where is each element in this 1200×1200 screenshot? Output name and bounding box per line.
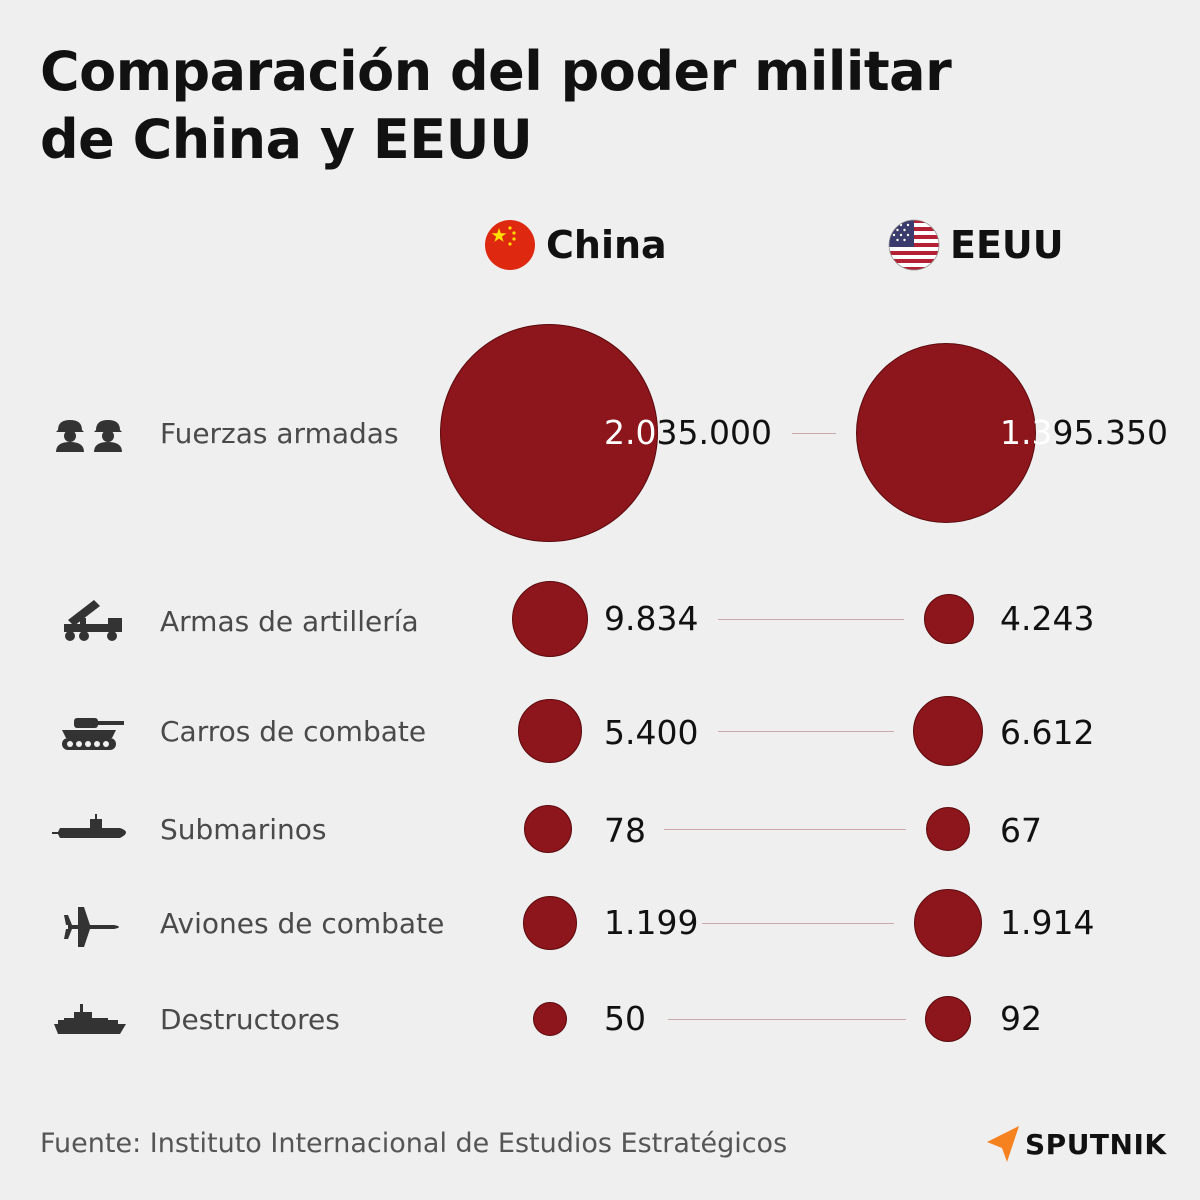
- fighter-jet-icon: [64, 907, 119, 947]
- value-label-eeuu: 1.914: [1000, 903, 1095, 942]
- row-connector: [664, 829, 906, 830]
- value-label-china: 50: [604, 999, 646, 1038]
- submarine-icon: [52, 814, 126, 838]
- value-label-eeuu: 6.612: [1000, 713, 1095, 752]
- bubble-eeuu: [925, 806, 971, 852]
- bubble-china: [512, 581, 588, 657]
- category-label: Destructores: [160, 1003, 340, 1036]
- value-label-eeuu: 4.243: [1000, 599, 1095, 638]
- value-part-off-bubble: 95.350: [1052, 413, 1168, 452]
- sputnik-arrow-icon: [987, 1126, 1019, 1162]
- value-label-china: 9.834: [604, 599, 699, 638]
- bubble-china: [533, 1002, 567, 1036]
- source-note: Fuente: Instituto Internacional de Estud…: [40, 1128, 788, 1159]
- bubble-china: [524, 805, 572, 853]
- soldiers-icon: [56, 420, 122, 452]
- value-part-on-bubble: 2.0: [604, 413, 657, 452]
- bubble-eeuu: [914, 889, 982, 957]
- value-label-china: 78: [604, 811, 646, 850]
- category-label: Armas de artillería: [160, 605, 419, 638]
- value-part-on-bubble: 1.3: [1000, 413, 1053, 452]
- row-connector: [668, 1019, 906, 1020]
- legend-china: China: [484, 218, 667, 272]
- china-flag-icon: [485, 220, 535, 270]
- category-label: Aviones de combate: [160, 907, 445, 940]
- bubble-eeuu: [924, 594, 974, 644]
- brand-name: SPUTNIK: [1025, 1127, 1167, 1161]
- value-part-off-bubble: 35.000: [656, 413, 772, 452]
- chart-title: Comparación del poder militar de China y…: [40, 38, 1140, 174]
- destroyer-ship-icon: [54, 1004, 126, 1034]
- row-connector: [718, 619, 904, 620]
- usa-flag-icon: [888, 219, 940, 271]
- bubble-china: [440, 324, 658, 542]
- category-label: Submarinos: [160, 813, 327, 846]
- legend-eeuu-label: EEUU: [950, 223, 1064, 267]
- value-label-china: 1.199: [604, 903, 699, 942]
- sputnik-logo: SPUTNIK: [985, 1122, 1167, 1166]
- bubble-china: [518, 699, 582, 763]
- value-label-china: 2.035.000: [604, 413, 772, 453]
- category-label: Carros de combate: [160, 715, 427, 748]
- row-connector: [702, 923, 894, 924]
- title-line-1: Comparación del poder militar: [40, 40, 952, 103]
- value-label-eeuu: 67: [1000, 811, 1042, 850]
- bubble-china: [523, 896, 577, 950]
- title-line-2: de China y EEUU: [40, 108, 533, 171]
- bubble-eeuu: [925, 996, 971, 1042]
- legend-eeuu: EEUU: [888, 218, 1064, 272]
- legend-china-label: China: [546, 223, 667, 267]
- value-label-eeuu: 92: [1000, 999, 1042, 1038]
- category-label: Fuerzas armadas: [160, 417, 399, 450]
- row-connector: [792, 433, 836, 434]
- bubble-eeuu: [855, 342, 1037, 524]
- tank-icon: [62, 718, 124, 750]
- value-label-china: 5.400: [604, 713, 699, 752]
- rocket-launcher-icon: [64, 600, 122, 641]
- value-label-eeuu: 1.395.350: [1000, 413, 1168, 453]
- bubble-eeuu: [913, 696, 983, 766]
- row-connector: [718, 731, 894, 732]
